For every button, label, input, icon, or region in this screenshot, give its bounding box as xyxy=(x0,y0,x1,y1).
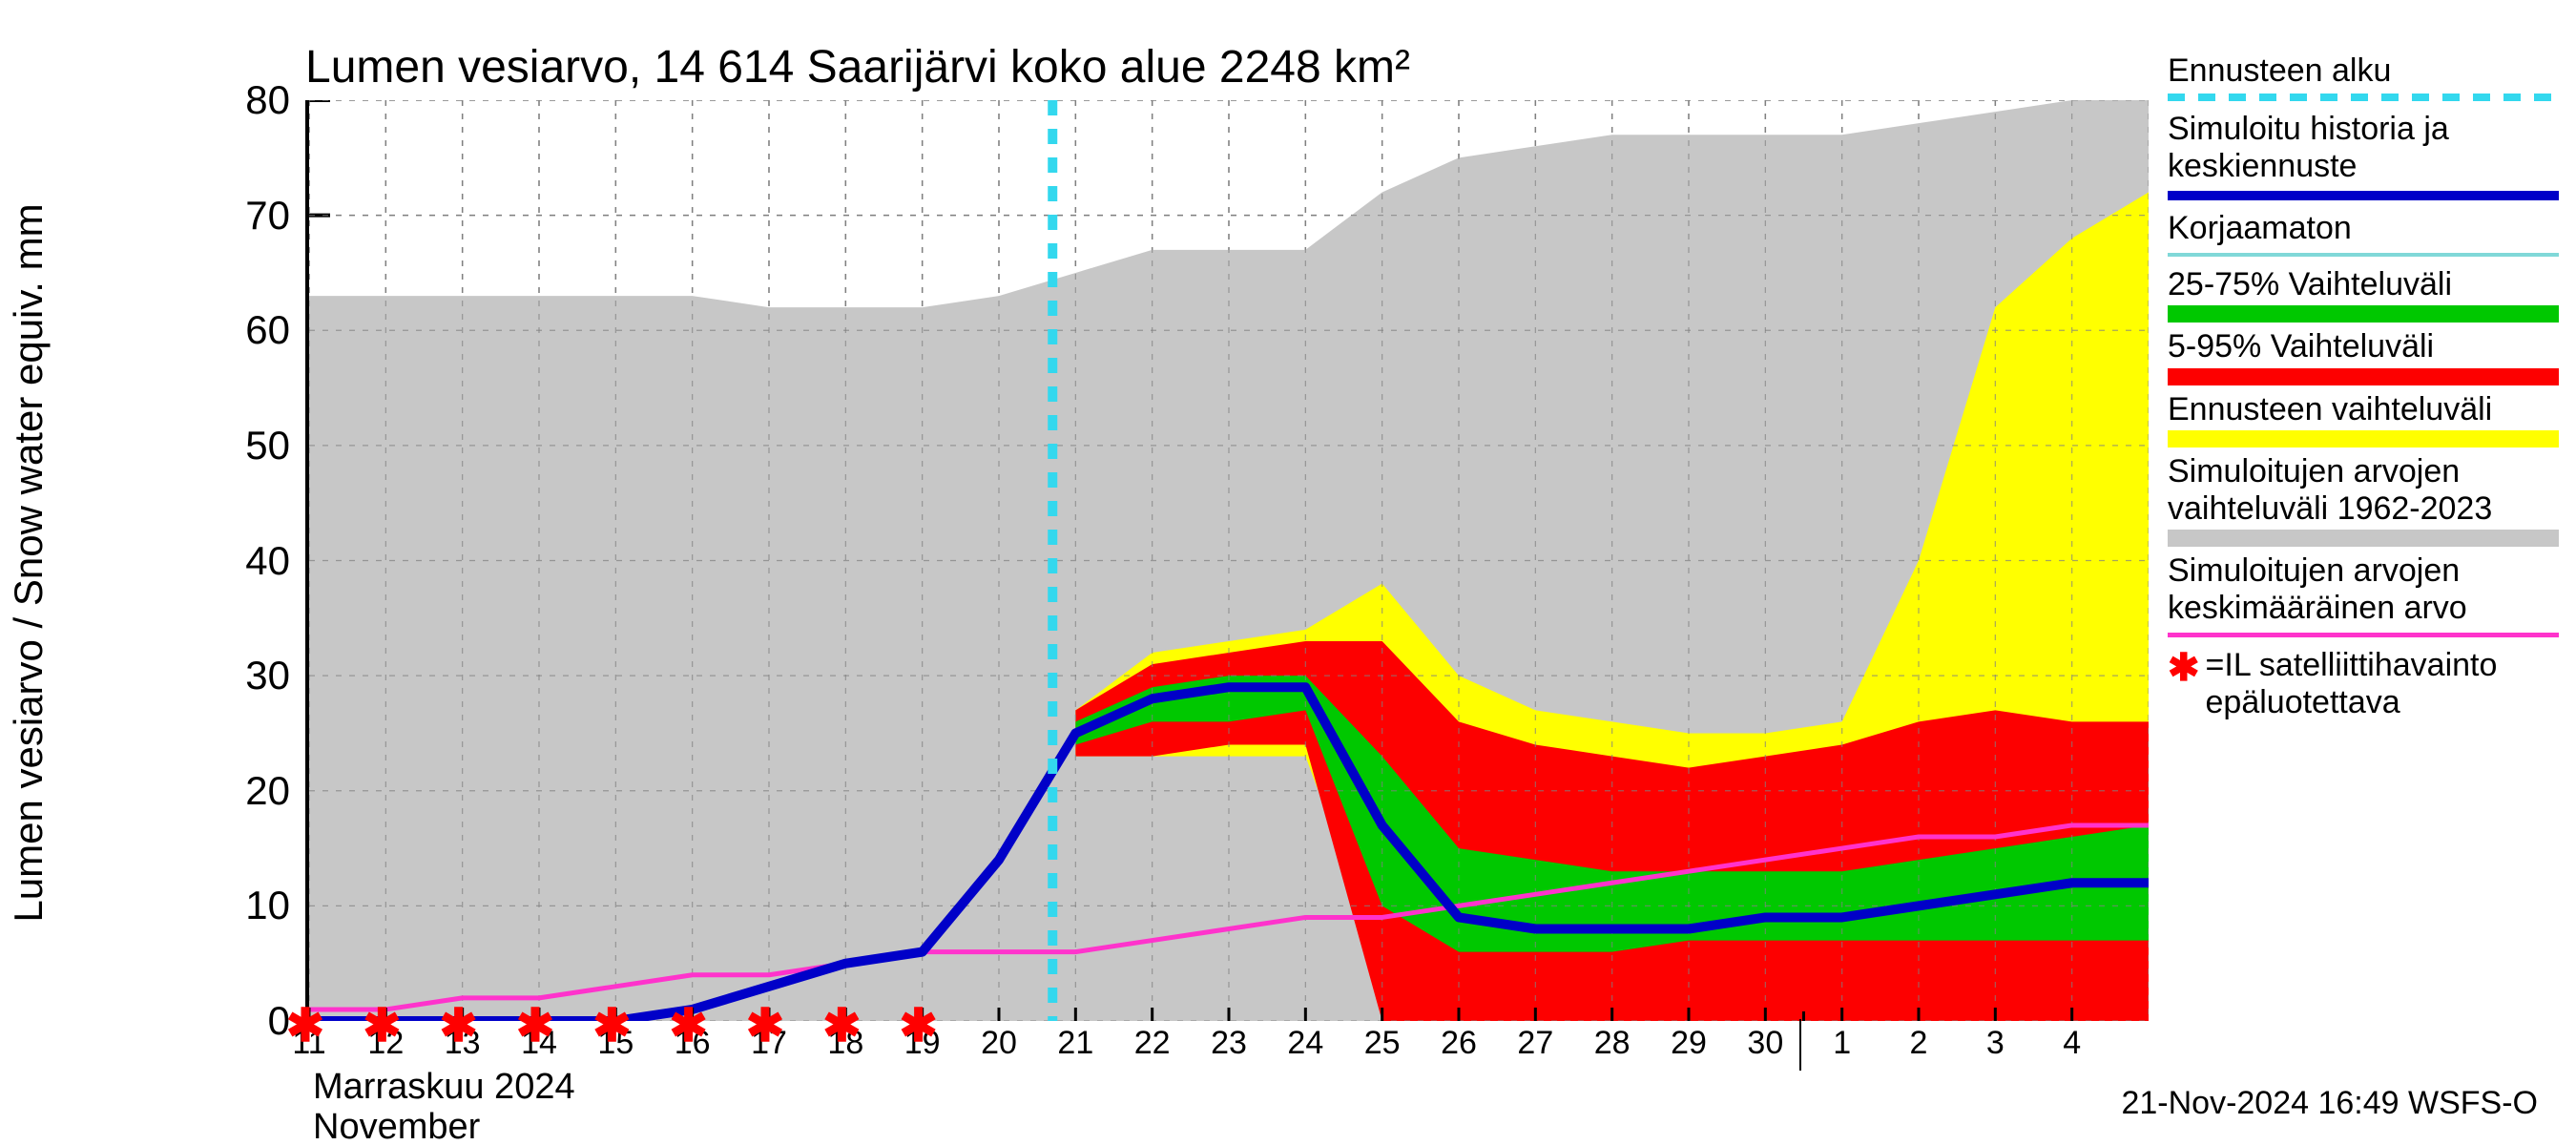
satellite-marker-icon: ✱ xyxy=(822,1004,861,1050)
legend-swatch xyxy=(2168,305,2559,323)
legend-marker-icon: ✱ xyxy=(2168,647,2200,689)
y-tick-label: 10 xyxy=(245,883,290,928)
month-label-native: Marraskuu 2024 xyxy=(313,1067,575,1108)
x-tick-label: 22 xyxy=(1134,1025,1171,1062)
legend-label: vaihteluväli 1962-2023 xyxy=(2168,490,2568,528)
month-boundary-line xyxy=(1799,1019,1801,1071)
x-tick-label: 24 xyxy=(1287,1025,1323,1062)
legend-item: Simuloitu historia jakeskiennuste xyxy=(2168,111,2568,200)
legend-label: Korjaamaton xyxy=(2168,210,2568,247)
x-tick-label: 21 xyxy=(1057,1025,1093,1062)
y-tick-label: 30 xyxy=(245,653,290,698)
legend-swatch xyxy=(2168,191,2559,200)
satellite-marker-icon: ✱ xyxy=(670,1004,708,1050)
x-tick-label: 27 xyxy=(1517,1025,1553,1062)
x-tick-label: 28 xyxy=(1594,1025,1631,1062)
y-tick-label: 50 xyxy=(245,423,290,468)
legend-item: 25-75% Vaihteluväli xyxy=(2168,266,2568,323)
legend-label: Ennusteen alku xyxy=(2168,52,2568,90)
legend-item: Ennusteen vaihteluväli xyxy=(2168,391,2568,448)
x-tick-label: 1 xyxy=(1833,1025,1851,1062)
x-tick-label: 26 xyxy=(1441,1025,1477,1062)
x-tick-label: 3 xyxy=(1986,1025,2005,1062)
x-tick-label: 4 xyxy=(2063,1025,2081,1062)
satellite-marker-icon: ✱ xyxy=(363,1004,401,1050)
x-tick-label: 2 xyxy=(1910,1025,1928,1062)
legend-swatch xyxy=(2168,633,2559,637)
legend-label: Simuloitujen arvojen xyxy=(2168,552,2568,590)
month-label-english: November xyxy=(313,1107,480,1145)
legend-marker-note: ✱=IL satelliittihavainto epäluotettava xyxy=(2168,647,2568,721)
legend: Ennusteen alkuSimuloitu historia jakeski… xyxy=(2168,52,2568,721)
legend-swatch xyxy=(2168,430,2559,448)
legend-swatch xyxy=(2168,368,2559,385)
legend-label: keskiennuste xyxy=(2168,148,2568,185)
satellite-marker-icon: ✱ xyxy=(286,1004,324,1050)
legend-label: keskimääräinen arvo xyxy=(2168,590,2568,627)
legend-label: 5-95% Vaihteluväli xyxy=(2168,328,2568,365)
y-axis-label: Lumen vesiarvo / Snow water equiv. mm xyxy=(6,86,52,1040)
chart-container: Lumen vesiarvo, 14 614 Saarijärvi koko a… xyxy=(0,0,2576,1145)
legend-item: Ennusteen alku xyxy=(2168,52,2568,101)
satellite-marker-icon: ✱ xyxy=(440,1004,478,1050)
footer-timestamp: 21-Nov-2024 16:49 WSFS-O xyxy=(2121,1085,2538,1122)
x-tick-label: 29 xyxy=(1671,1025,1707,1062)
legend-item: Simuloitujen arvojenvaihteluväli 1962-20… xyxy=(2168,453,2568,547)
satellite-marker-icon: ✱ xyxy=(516,1004,554,1050)
legend-swatch xyxy=(2168,94,2559,101)
legend-item: Simuloitujen arvojenkeskimääräinen arvo xyxy=(2168,552,2568,637)
legend-item: Korjaamaton xyxy=(2168,210,2568,257)
legend-swatch xyxy=(2168,530,2559,547)
satellite-marker-icon: ✱ xyxy=(900,1004,938,1050)
legend-marker-text: =IL satelliittihavainto epäluotettava xyxy=(2206,647,2549,721)
y-tick-label: 80 xyxy=(245,77,290,123)
y-tick-label: 20 xyxy=(245,768,290,814)
legend-swatch xyxy=(2168,253,2559,257)
legend-label: Ennusteen vaihteluväli xyxy=(2168,391,2568,428)
x-tick-label: 25 xyxy=(1364,1025,1401,1062)
legend-label: Simuloitujen arvojen xyxy=(2168,453,2568,490)
satellite-marker-icon: ✱ xyxy=(592,1004,631,1050)
y-tick-label: 40 xyxy=(245,538,290,584)
plot-area: 0102030405060708011121314151617181920212… xyxy=(305,100,2145,1021)
x-tick-label: 20 xyxy=(981,1025,1017,1062)
y-tick-label: 60 xyxy=(245,307,290,353)
legend-item: 5-95% Vaihteluväli xyxy=(2168,328,2568,385)
legend-label: Simuloitu historia ja xyxy=(2168,111,2568,148)
legend-label: 25-75% Vaihteluväli xyxy=(2168,266,2568,303)
satellite-marker-icon: ✱ xyxy=(746,1004,784,1050)
y-tick-label: 70 xyxy=(245,193,290,239)
plot-svg xyxy=(309,100,2149,1021)
x-tick-label: 30 xyxy=(1747,1025,1783,1062)
x-tick-label: 23 xyxy=(1211,1025,1247,1062)
chart-title: Lumen vesiarvo, 14 614 Saarijärvi koko a… xyxy=(305,41,1410,94)
